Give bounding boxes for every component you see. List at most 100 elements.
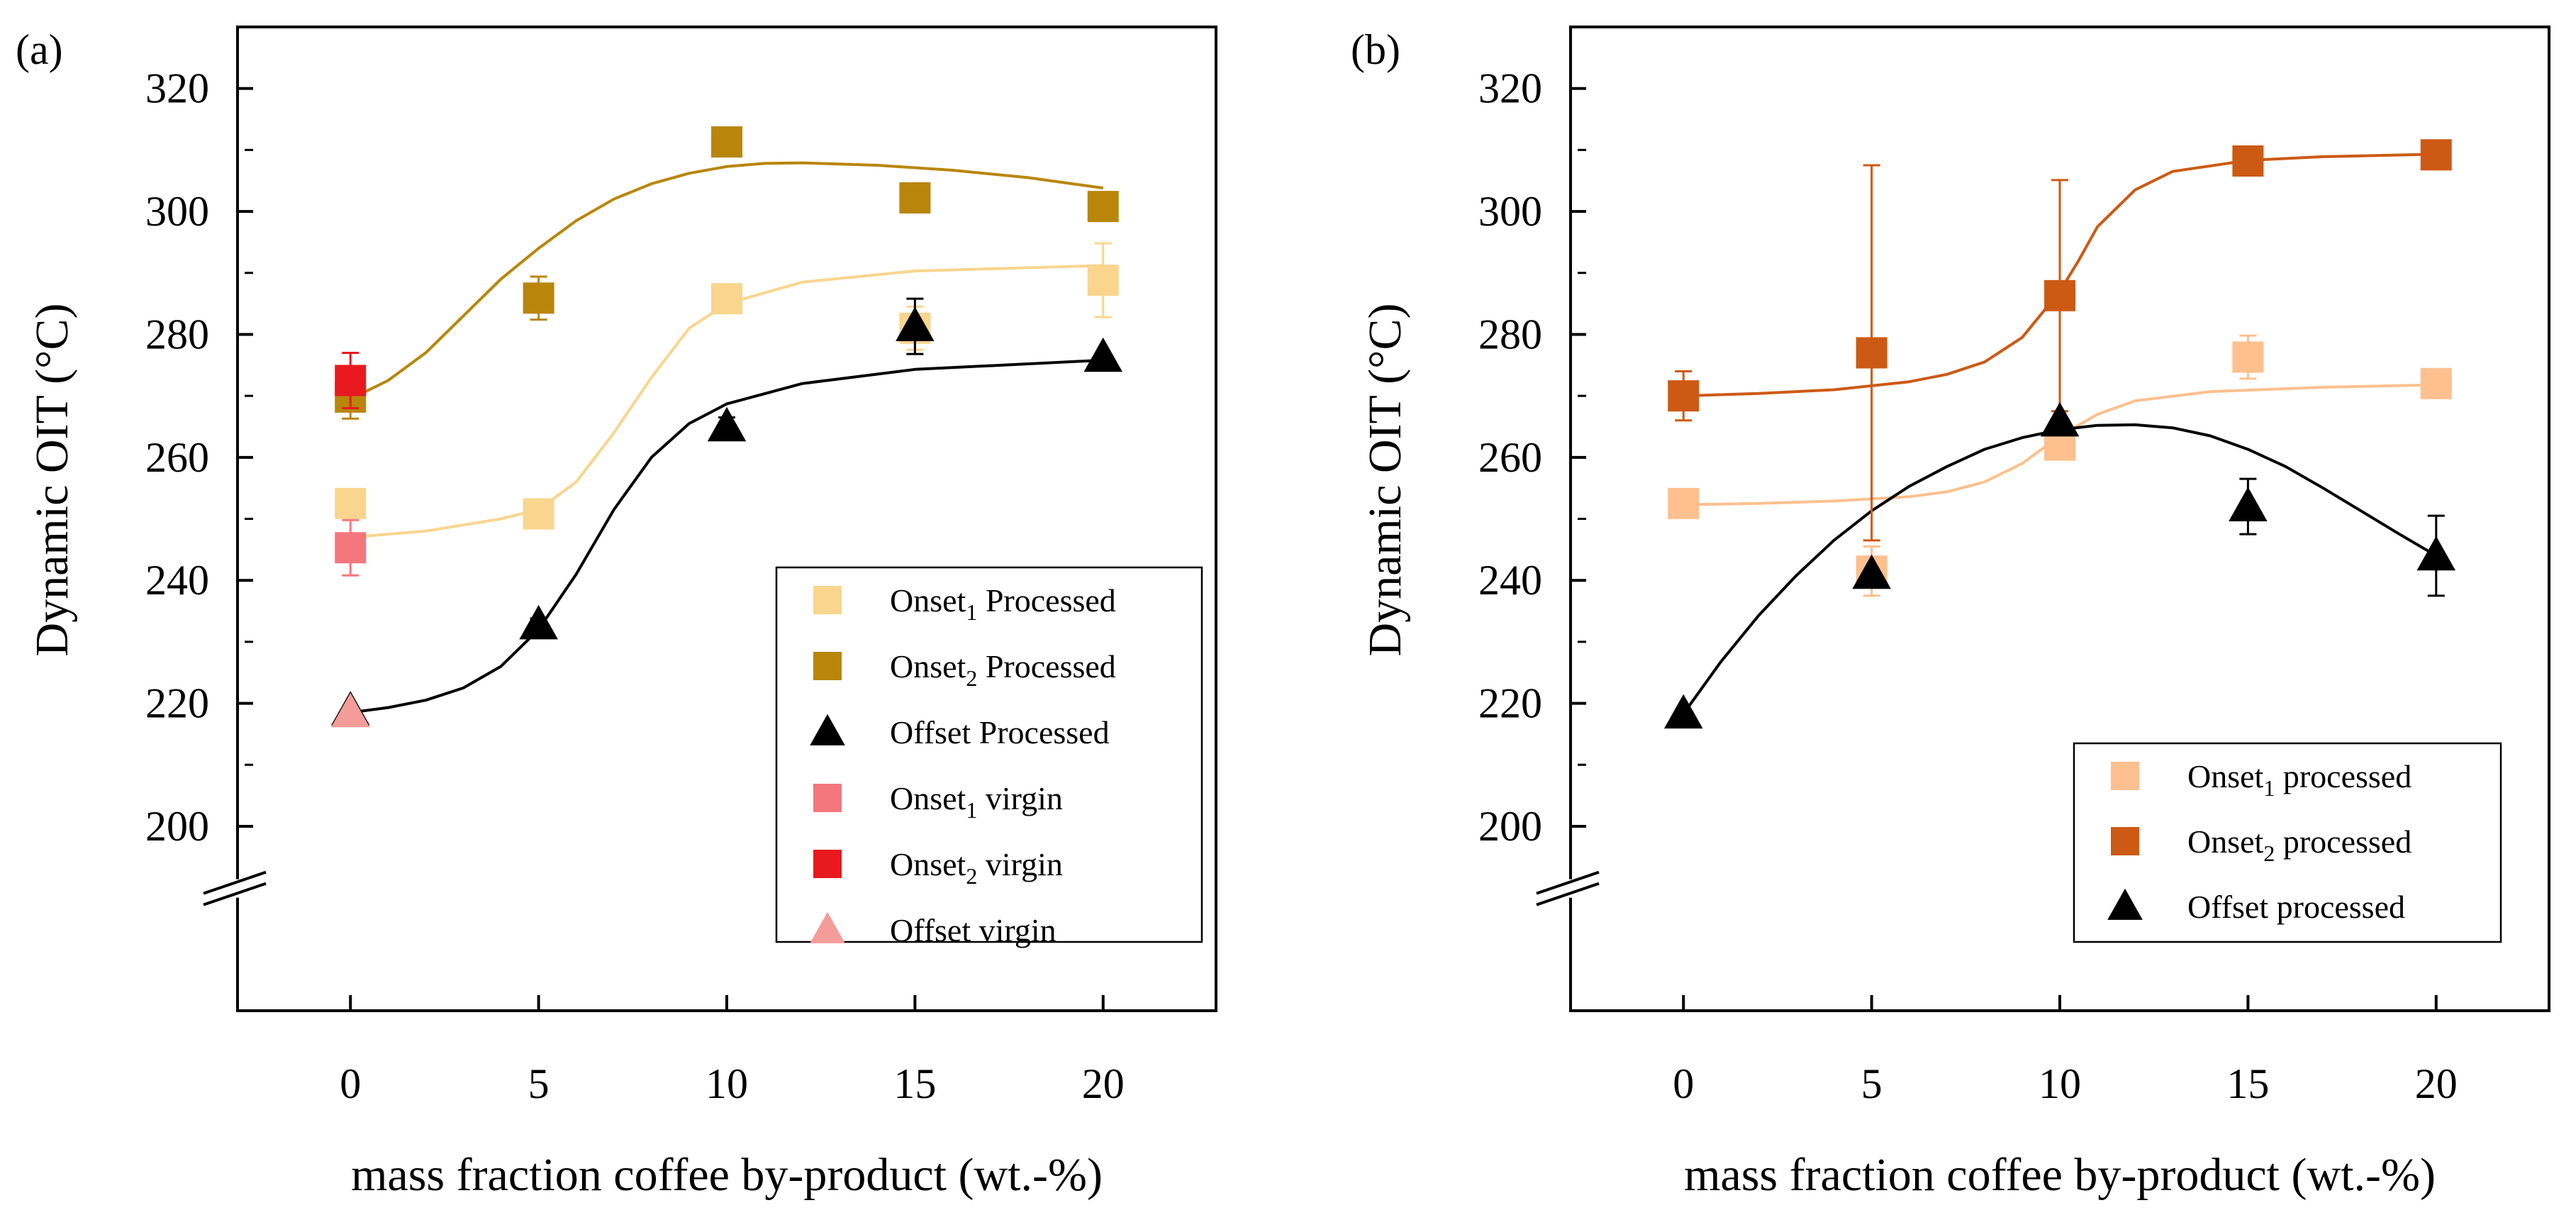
legend-marker bbox=[813, 784, 842, 812]
y-tick-label: 220 bbox=[1478, 680, 1542, 727]
x-tick-label: 10 bbox=[2039, 1060, 2081, 1107]
legend-tail: Processed bbox=[977, 582, 1115, 618]
data-point-square bbox=[1087, 191, 1119, 223]
x-tick-label: 20 bbox=[2415, 1060, 2458, 1107]
data-point-square bbox=[335, 487, 367, 519]
data-point-square bbox=[1856, 337, 1888, 369]
legend-marker bbox=[2111, 762, 2139, 790]
x-tick-label: 0 bbox=[340, 1060, 361, 1107]
x-axis-title: mass fraction coffee by-product (wt.-%) bbox=[1684, 1149, 2436, 1201]
data-point-triangle bbox=[1852, 554, 1891, 589]
legend-marker bbox=[813, 652, 842, 680]
axis-break-mark bbox=[1536, 882, 1600, 906]
legend-tail: Processed bbox=[977, 648, 1115, 684]
data-point-triangle bbox=[2229, 487, 2268, 521]
legend-marker bbox=[2107, 888, 2143, 920]
legend-entry: Onset1 virgin bbox=[890, 780, 1063, 823]
y-tick-label: 260 bbox=[145, 434, 209, 481]
data-point-square bbox=[1668, 487, 1700, 519]
legend-marker bbox=[813, 850, 842, 878]
legend-subscript: 1 bbox=[966, 797, 977, 823]
legend-entry: Onset2 virgin bbox=[890, 846, 1063, 889]
panel-label: (b) bbox=[1351, 26, 1400, 73]
data-point-triangle bbox=[519, 604, 558, 640]
panel-b: 200 220 240 260 280 300 320 0 5 10 15 20 (b) mass fra… bbox=[1351, 26, 2550, 1201]
legend-entry: Onset2 Processed bbox=[890, 648, 1116, 691]
legend-main: Offset virgin bbox=[890, 912, 1056, 948]
y-tick-label: 320 bbox=[1478, 65, 1542, 112]
axis-break-mark bbox=[1536, 870, 1600, 895]
legend-main: Offset Processed bbox=[890, 714, 1110, 750]
legend-box bbox=[775, 566, 1203, 943]
legend-main: Onset bbox=[2187, 758, 2264, 794]
legend-entry: Offset Processed bbox=[890, 714, 1110, 750]
legend-main: Offset processed bbox=[2187, 889, 2405, 925]
panel-a: 200 220 240 260 280 300 320 0 5 10 15 20 (a) mass fra… bbox=[16, 26, 1217, 1201]
data-point-square bbox=[711, 283, 742, 315]
data-point-triangle bbox=[2040, 401, 2080, 437]
data-point-square bbox=[2420, 367, 2452, 399]
fit-curve bbox=[1682, 423, 2437, 715]
data-point-square bbox=[1087, 265, 1119, 296]
x-tick-label: 20 bbox=[1082, 1060, 1125, 1107]
legend-tail: processed bbox=[2275, 758, 2411, 794]
data-point-square bbox=[2232, 145, 2264, 177]
legend-entry: Onset1 Processed bbox=[890, 582, 1116, 625]
data-point-square bbox=[523, 282, 554, 314]
legend-entry: Onset1 processed bbox=[2187, 758, 2411, 801]
y-tick-label: 300 bbox=[1478, 188, 1542, 235]
data-point-triangle bbox=[1083, 337, 1123, 372]
data-point-square bbox=[899, 182, 931, 213]
y-tick-label: 200 bbox=[1478, 803, 1542, 850]
legend-tail: virgin bbox=[977, 780, 1063, 816]
fit-curve bbox=[350, 161, 1104, 401]
y-tick-label: 280 bbox=[1478, 311, 1542, 357]
legend-entry: Onset2 processed bbox=[2187, 823, 2411, 866]
legend-entry: Offset virgin bbox=[890, 912, 1056, 948]
data-point-square bbox=[2044, 279, 2075, 311]
legend-subscript: 2 bbox=[2263, 840, 2275, 866]
y-tick-label: 240 bbox=[1478, 557, 1542, 604]
fit-curve bbox=[1683, 383, 2436, 506]
y-tick-label: 200 bbox=[145, 803, 209, 850]
legend-main: Onset bbox=[890, 780, 966, 816]
legend-tail: processed bbox=[2275, 823, 2411, 860]
data-point-triangle bbox=[2416, 536, 2456, 571]
legend-subscript: 1 bbox=[966, 599, 977, 625]
data-point-square bbox=[1668, 380, 1700, 412]
data-point-triangle bbox=[330, 692, 370, 728]
legend-subscript: 2 bbox=[966, 665, 977, 691]
x-tick-label: 10 bbox=[706, 1060, 748, 1107]
data-point-triangle bbox=[707, 406, 747, 442]
fit-curve bbox=[350, 358, 1103, 714]
data-point-square bbox=[335, 365, 367, 396]
legend-box bbox=[2073, 742, 2502, 943]
legend-main: Onset bbox=[890, 648, 966, 684]
x-tick-label: 15 bbox=[893, 1060, 936, 1107]
y-tick-label: 240 bbox=[145, 557, 209, 604]
x-tick-label: 5 bbox=[528, 1060, 550, 1107]
panel-label: (a) bbox=[16, 26, 63, 73]
y-tick-label: 280 bbox=[145, 311, 209, 357]
axis-break-mark bbox=[203, 870, 267, 895]
legend-entry: Offset processed bbox=[2187, 889, 2405, 925]
legend-marker bbox=[810, 911, 845, 943]
y-axis-title: Dynamic OIT (°C) bbox=[1359, 303, 1411, 656]
data-point-triangle bbox=[896, 306, 935, 341]
x-tick-label: 0 bbox=[1673, 1060, 1694, 1107]
legend-main: Onset bbox=[2187, 823, 2264, 860]
data-point-square bbox=[523, 498, 554, 530]
legend-marker bbox=[810, 714, 845, 745]
y-tick-label: 320 bbox=[145, 65, 209, 112]
legend-marker bbox=[813, 586, 842, 614]
legend-main: Onset bbox=[890, 582, 966, 618]
axis-break-mark bbox=[203, 882, 267, 906]
data-point-square bbox=[335, 532, 367, 564]
x-tick-label: 5 bbox=[1861, 1060, 1883, 1107]
x-axis-title: mass fraction coffee by-product (wt.-%) bbox=[351, 1149, 1103, 1201]
fit-curve bbox=[350, 264, 1103, 539]
data-point-square bbox=[2420, 139, 2452, 171]
y-tick-label: 220 bbox=[145, 680, 209, 727]
data-point-square bbox=[711, 126, 742, 158]
